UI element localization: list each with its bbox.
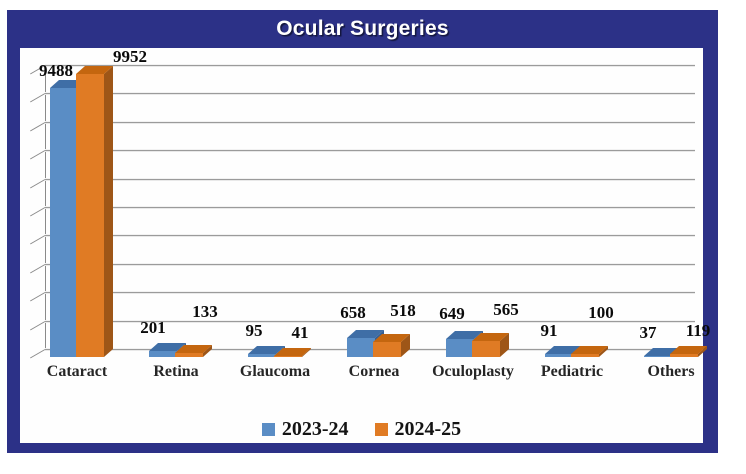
bar-top-face bbox=[248, 346, 285, 354]
bar-top-face bbox=[446, 331, 483, 339]
bar-2023-24-pediatric bbox=[545, 354, 573, 357]
bar-2024-25-others bbox=[670, 354, 698, 357]
gridline bbox=[45, 121, 695, 123]
gridline bbox=[45, 235, 695, 237]
bar-side-face bbox=[401, 334, 410, 357]
axis-depth-tick bbox=[30, 235, 46, 245]
chart-frame: Ocular Surgeries 9488 9952 Cataract 201 133 R… bbox=[7, 10, 718, 453]
legend-label-2024-25: 2024-25 bbox=[394, 418, 462, 440]
bar-top-face bbox=[373, 334, 410, 342]
bar-top-face bbox=[571, 346, 608, 354]
category-label-glaucoma: Glaucoma bbox=[239, 363, 311, 380]
gridline bbox=[45, 263, 695, 265]
bar-top-face bbox=[76, 66, 113, 74]
bar-2024-25-pediatric bbox=[571, 354, 599, 357]
legend-item-2023-24: 2023-24 bbox=[261, 418, 349, 440]
bar-2023-24-oculoplasty bbox=[446, 339, 474, 357]
category-label-oculoplasty: Oculoplasty bbox=[432, 363, 514, 380]
axis-depth-tick bbox=[30, 121, 46, 132]
value-label-2023-24-oculoplasty: 649 bbox=[439, 304, 465, 323]
category-label-others: Others bbox=[647, 363, 695, 380]
value-label-2023-24-retina: 201 bbox=[140, 318, 166, 337]
value-label-2023-24-glaucoma: 95 bbox=[245, 321, 263, 340]
chart-title: Ocular Surgeries bbox=[276, 17, 449, 40]
category-label-cataract: Cataract bbox=[46, 363, 108, 380]
legend: 2023-24 2024-25 bbox=[20, 419, 703, 439]
gridline bbox=[45, 150, 695, 152]
value-label-2024-25-cornea: 518 bbox=[390, 301, 416, 320]
value-label-2024-25-retina: 133 bbox=[192, 302, 218, 321]
bar-2024-25-oculoplasty bbox=[472, 341, 500, 357]
bar-side-face bbox=[500, 333, 509, 357]
bar-top-face bbox=[644, 348, 681, 356]
bar-top-face bbox=[149, 343, 186, 351]
value-label-2023-24-others: 37 bbox=[639, 323, 657, 342]
bar-side-face bbox=[203, 345, 212, 357]
category-label-retina: Retina bbox=[153, 363, 199, 380]
gridline bbox=[45, 292, 695, 294]
value-label-2024-25-oculoplasty: 565 bbox=[493, 300, 519, 319]
bar-2024-25-glaucoma bbox=[274, 356, 302, 357]
bar-2023-24-others bbox=[644, 356, 672, 357]
bar-top-face bbox=[274, 348, 311, 356]
legend-item-2024-25: 2024-25 bbox=[374, 418, 462, 440]
bar-top-face bbox=[50, 80, 87, 88]
value-label-2024-25-pediatric: 100 bbox=[588, 303, 614, 322]
bar-top-face bbox=[472, 333, 509, 341]
value-label-2024-25-cataract: 9952 bbox=[113, 47, 147, 66]
axis-depth-tick bbox=[30, 93, 46, 103]
bar-2023-24-cornea bbox=[347, 338, 375, 357]
gridline bbox=[45, 320, 695, 322]
value-label-2023-24-cornea: 658 bbox=[340, 303, 366, 322]
bar-top-face bbox=[670, 346, 707, 354]
chart-title-band: Ocular Surgeries bbox=[7, 10, 718, 48]
bar-2024-25-cataract bbox=[76, 74, 104, 357]
axis-depth-tick bbox=[30, 320, 46, 331]
gridline bbox=[45, 93, 695, 95]
bar-2023-24-cataract bbox=[50, 88, 78, 357]
category-label-pediatric: Pediatric bbox=[540, 363, 604, 380]
axis-depth-tick bbox=[30, 263, 46, 274]
gridline bbox=[45, 178, 695, 180]
bar-side-face bbox=[302, 348, 311, 357]
bar-top-face bbox=[545, 346, 582, 354]
legend-swatch-2023-24 bbox=[261, 422, 275, 436]
axis-depth-tick bbox=[30, 178, 46, 189]
plot-area: 9488 9952 Cataract 201 133 Retina 95 41 Glaucoma… bbox=[20, 47, 710, 443]
bar-side-face bbox=[698, 346, 707, 357]
value-label-2023-24-pediatric: 91 bbox=[540, 321, 558, 340]
bar-top-face bbox=[347, 330, 384, 338]
axis-depth-tick bbox=[30, 207, 46, 217]
gridline bbox=[45, 207, 695, 208]
category-label-cornea: Cornea bbox=[348, 363, 400, 380]
bar-side-face bbox=[104, 66, 113, 357]
bar-side-face bbox=[599, 346, 608, 357]
bar-2023-24-retina bbox=[149, 351, 177, 357]
axis-depth-tick bbox=[30, 292, 46, 302]
legend-swatch-2024-25 bbox=[374, 422, 388, 436]
value-label-2024-25-glaucoma: 41 bbox=[291, 323, 309, 342]
bar-2023-24-glaucoma bbox=[248, 354, 276, 357]
gridline bbox=[45, 65, 695, 66]
legend-label-2023-24: 2023-24 bbox=[281, 418, 349, 440]
bar-2024-25-cornea bbox=[373, 342, 401, 357]
axis-depth-tick bbox=[30, 349, 46, 359]
value-label-2023-24-cataract: 9488 bbox=[39, 61, 73, 80]
axis-depth-tick bbox=[30, 150, 46, 160]
bar-top-face bbox=[175, 345, 212, 353]
value-label-2024-25-others: 119 bbox=[685, 321, 711, 340]
bar-2024-25-retina bbox=[175, 353, 203, 357]
